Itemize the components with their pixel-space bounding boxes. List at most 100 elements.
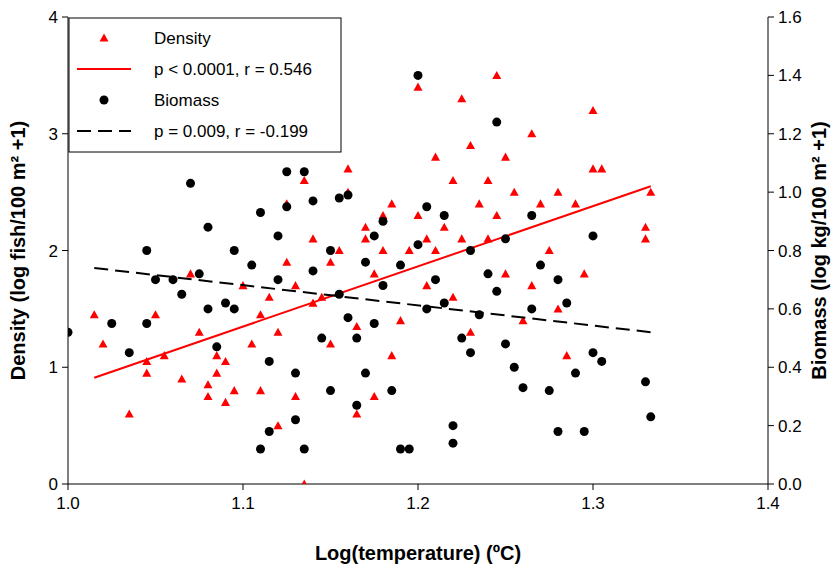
point: [247, 261, 256, 270]
y2-tick: [768, 250, 774, 251]
point: [256, 386, 265, 394]
point: [291, 281, 300, 289]
y-tick: [62, 133, 68, 134]
legend-box: [69, 18, 341, 152]
point: [361, 258, 370, 267]
y2-tick-label: 0.0: [778, 475, 802, 494]
point: [344, 191, 353, 200]
point: [431, 275, 440, 284]
point: [212, 342, 221, 351]
point: [274, 275, 283, 284]
y-axis-title: Density (log fish/100 m² +1): [7, 121, 29, 381]
y-tick-label: 3: [49, 125, 58, 144]
point: [492, 287, 501, 296]
x-tick-label: 1.2: [406, 494, 430, 513]
point: [562, 351, 571, 359]
legend-label: p = 0.009, r = -0.199: [154, 122, 308, 141]
point: [422, 304, 431, 313]
point: [247, 339, 256, 347]
y2-tick: [768, 367, 774, 368]
point: [387, 386, 396, 395]
point: [501, 153, 510, 161]
point: [641, 223, 650, 231]
y-tick-label: 2: [49, 242, 58, 261]
point: [379, 281, 388, 290]
point: [449, 176, 458, 184]
point: [151, 310, 160, 318]
point: [536, 261, 545, 270]
x-tick: [68, 484, 69, 490]
point: [335, 246, 344, 254]
point: [545, 386, 554, 395]
point: [554, 427, 563, 436]
point: [571, 199, 580, 207]
point: [519, 383, 528, 392]
point: [274, 328, 283, 336]
y2-tick-label: 1.0: [778, 183, 802, 202]
y2-tick-label: 1.6: [778, 8, 802, 27]
y-tick-label: 0: [49, 475, 58, 494]
x-tick-label: 1.1: [231, 494, 255, 513]
y-tick: [62, 250, 68, 251]
point: [580, 269, 589, 277]
y2-axis-title: Biomass (log kg/100 m² +1): [808, 121, 830, 379]
y-tick-label: 1: [49, 358, 58, 377]
point: [501, 234, 510, 243]
point: [492, 211, 501, 219]
point: [492, 71, 501, 79]
point: [204, 304, 213, 313]
point: [230, 304, 239, 313]
point: [414, 71, 423, 80]
point: [562, 299, 571, 308]
x-tick-label: 1.3: [581, 494, 605, 513]
y2-tick-label: 0.2: [778, 417, 802, 436]
y2-tick: [768, 133, 774, 134]
point: [370, 231, 379, 240]
point: [361, 223, 370, 231]
point: [195, 269, 204, 278]
x-tick: [593, 484, 594, 490]
y2-tick: [768, 308, 774, 309]
y-tick: [62, 367, 68, 368]
point: [527, 304, 536, 313]
y2-tick-label: 1.2: [778, 125, 802, 144]
point: [142, 319, 151, 328]
legend-key: [77, 68, 131, 70]
point: [300, 176, 309, 184]
point: [646, 188, 655, 196]
point: [641, 377, 650, 386]
legend: Densityp < 0.0001, r = 0.546Biomassp = 0…: [69, 18, 341, 152]
point: [484, 269, 493, 278]
y2-tick: [768, 75, 774, 76]
point: [186, 269, 195, 277]
y2-tick: [768, 425, 774, 426]
point: [282, 258, 291, 266]
point: [492, 118, 501, 127]
point: [317, 334, 326, 343]
point: [195, 328, 204, 336]
point: [282, 167, 291, 176]
point: [326, 258, 335, 266]
point: [422, 281, 431, 289]
y-tick: [62, 484, 68, 485]
point: [230, 246, 239, 255]
legend-label: Density: [154, 29, 211, 48]
point: [641, 234, 650, 242]
point: [484, 176, 493, 184]
point: [554, 188, 563, 196]
point: [527, 281, 536, 289]
point: [326, 339, 335, 347]
regression-line: [94, 268, 651, 332]
point: [457, 94, 466, 102]
y2-tick: [768, 17, 774, 18]
point: [265, 427, 274, 436]
point: [589, 164, 598, 172]
point: [344, 164, 353, 172]
legend-key: [100, 96, 109, 105]
point: [646, 412, 655, 421]
point: [99, 339, 108, 347]
point: [457, 234, 466, 242]
point: [221, 357, 230, 365]
point: [545, 246, 554, 254]
point: [370, 319, 379, 328]
